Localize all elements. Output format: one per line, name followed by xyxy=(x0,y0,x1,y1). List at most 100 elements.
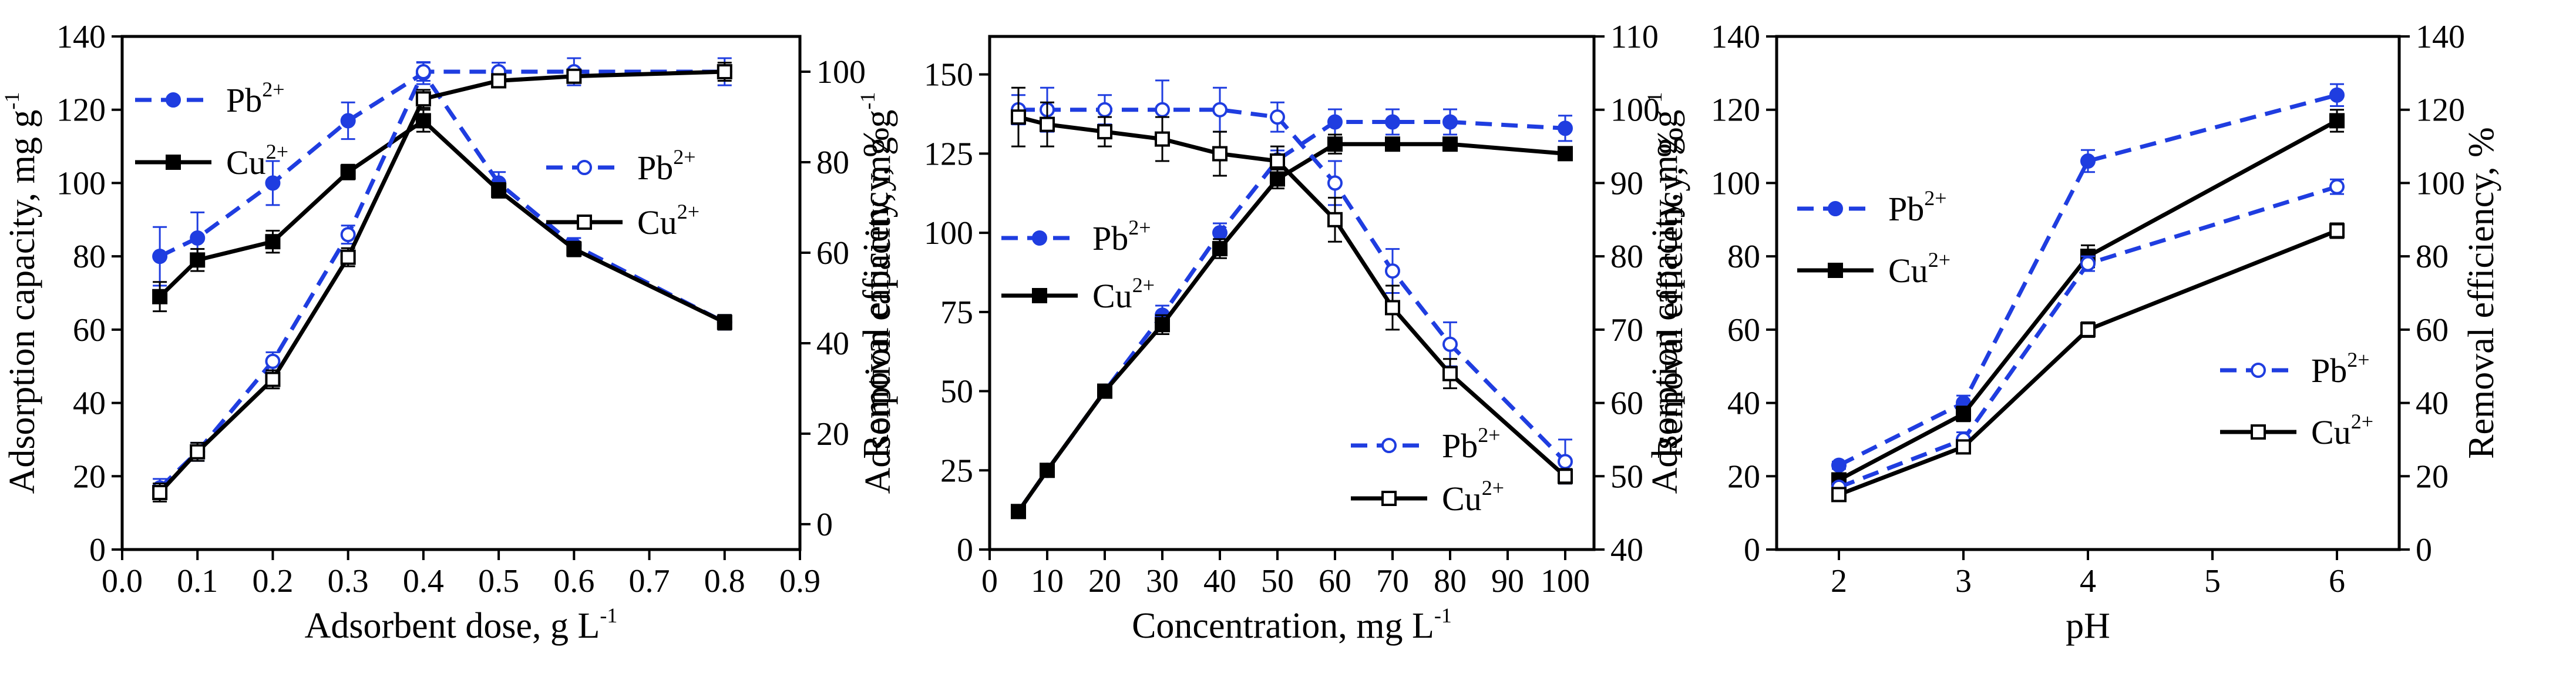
data-point xyxy=(1385,114,1400,130)
series-line xyxy=(158,69,725,494)
legend-label-base: Pb xyxy=(226,81,262,119)
data-point xyxy=(340,113,356,129)
legend-label: Cu2+ xyxy=(1442,476,1504,518)
series-line xyxy=(1838,229,2338,497)
data-point xyxy=(190,444,206,460)
data-point xyxy=(1155,317,1170,333)
y2-tick-label: 20 xyxy=(2416,458,2449,495)
legend-label-sup: 2+ xyxy=(1928,248,1951,272)
data-point xyxy=(265,353,281,369)
y-tick-label: 80 xyxy=(73,239,106,275)
y-tick-label: 100 xyxy=(924,215,973,252)
y-axis-title-base: Adsorption capacity, mg g xyxy=(1645,110,1685,494)
legend-label: Cu2+ xyxy=(2311,410,2373,451)
y2-tick-label: 120 xyxy=(2416,92,2465,129)
y2-tick-label: 60 xyxy=(1610,386,1643,422)
x-tick-label: 90 xyxy=(1491,563,1524,599)
y-axis-title: Adsorption capacity, mg g-1 xyxy=(856,92,898,494)
x-tick-label: 0.9 xyxy=(779,563,820,599)
data-point xyxy=(1831,487,1847,503)
x-tick-label: 0.4 xyxy=(403,563,444,599)
y-tick-label: 140 xyxy=(56,19,106,55)
x-tick-label: 0.6 xyxy=(553,563,594,599)
data-point xyxy=(415,113,431,129)
plot-frame xyxy=(988,35,1596,551)
series-line xyxy=(159,70,726,324)
x-tick-label: 5 xyxy=(2204,563,2221,599)
legend-label-base: Cu xyxy=(1442,480,1482,518)
legend-label-base: Pb xyxy=(1442,427,1478,465)
plot-frame xyxy=(120,35,802,551)
x-tick-label: 0.0 xyxy=(102,563,143,599)
legend-label-sup: 2+ xyxy=(2347,348,2369,371)
x-axis-title-base: Adsorbent dose, g L xyxy=(305,606,600,646)
legend-entry: Pb2+ xyxy=(546,145,696,187)
data-point xyxy=(1011,109,1026,125)
data-point xyxy=(1442,114,1458,130)
data-point xyxy=(2329,113,2345,129)
y2-tick-label: 80 xyxy=(1610,239,1643,275)
data-point xyxy=(1327,114,1343,130)
legend-label-sup: 2+ xyxy=(677,200,700,223)
data-point xyxy=(1212,102,1228,118)
data-point xyxy=(265,371,281,387)
data-point xyxy=(340,227,356,243)
legend-label-base: Cu xyxy=(226,143,266,182)
y2-tick-label: 0 xyxy=(816,507,833,543)
data-point xyxy=(1558,120,1573,136)
series-cu-left xyxy=(1011,133,1573,520)
legend-label-base: Cu xyxy=(2311,413,2351,451)
data-point xyxy=(1442,336,1458,352)
x-tick-label: 60 xyxy=(1319,563,1351,599)
y-tick-label: 60 xyxy=(73,312,106,349)
y2-tick-label: 100 xyxy=(1610,92,1660,129)
x-tick-label: 3 xyxy=(1955,563,1972,599)
legend-marker xyxy=(2251,424,2266,440)
data-point xyxy=(1558,454,1573,470)
y-tick-label: 0 xyxy=(1744,532,1760,568)
x-tick-label: 0.7 xyxy=(629,563,670,599)
y2-tick-label: 50 xyxy=(1610,458,1643,495)
series-cu-left xyxy=(152,109,732,331)
data-point xyxy=(415,64,431,80)
legend-marker xyxy=(1032,288,1047,303)
data-point xyxy=(1097,102,1112,118)
y-tick-label: 125 xyxy=(924,136,973,172)
data-point xyxy=(2080,153,2096,169)
y2-tick-label: 80 xyxy=(816,145,849,181)
y-tick-label: 50 xyxy=(940,374,973,410)
x-axis-title: Adsorbent dose, g L-1 xyxy=(305,604,618,646)
data-point xyxy=(152,249,168,264)
legend-marker xyxy=(577,160,592,175)
data-point xyxy=(491,182,507,198)
y-axis-title-sup: -1 xyxy=(1643,92,1666,110)
data-point xyxy=(265,234,281,250)
y-tick-label: 120 xyxy=(56,92,106,129)
data-point xyxy=(1558,468,1573,484)
y-tick-label: 140 xyxy=(1711,19,1760,55)
legend-label: Pb2+ xyxy=(1092,216,1151,257)
y-tick-label: 60 xyxy=(1727,312,1760,349)
legend-label-base: Pb xyxy=(637,149,673,187)
data-point xyxy=(1212,241,1228,257)
series-line xyxy=(1017,142,1566,513)
series-line xyxy=(1838,185,2338,490)
data-point xyxy=(1442,136,1458,152)
legend-label-base: Cu xyxy=(637,203,677,242)
y2-tick-label: 60 xyxy=(816,235,849,272)
legend-label: Pb2+ xyxy=(2311,348,2370,390)
legend-label: Cu2+ xyxy=(1888,248,1951,290)
y2-tick-label: 40 xyxy=(2416,386,2449,422)
legend-label: Pb2+ xyxy=(1442,423,1501,465)
x-tick-label: 30 xyxy=(1146,563,1179,599)
data-point xyxy=(152,289,168,304)
x-tick-label: 80 xyxy=(1434,563,1467,599)
series-line xyxy=(1018,108,1567,463)
y2-axis-title: Removal efficiency, % xyxy=(2461,127,2501,459)
y-tick-label: 40 xyxy=(1727,386,1760,422)
x-tick-label: 0.8 xyxy=(704,563,745,599)
legend-marker xyxy=(1032,230,1047,246)
y2-tick-label: 100 xyxy=(816,54,866,91)
y-tick-label: 100 xyxy=(56,165,106,202)
y2-tick-label: 20 xyxy=(816,416,849,453)
